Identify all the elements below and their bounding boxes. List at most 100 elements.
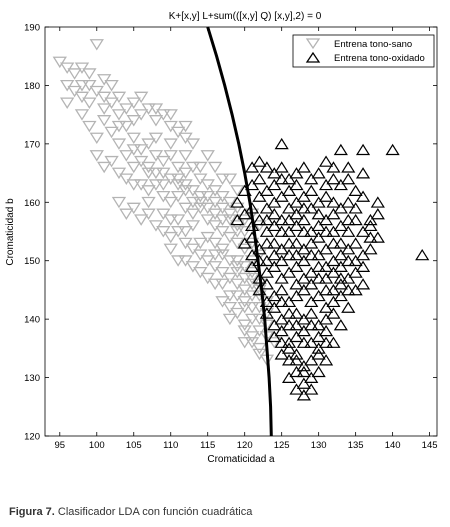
point-tono-oxidado bbox=[304, 354, 319, 366]
point-tono-sano bbox=[237, 261, 252, 273]
point-tono-sano bbox=[119, 103, 134, 115]
point-tono-sano bbox=[148, 179, 164, 191]
point-tono-sano bbox=[133, 144, 149, 156]
point-tono-oxidado bbox=[304, 307, 319, 319]
point-tono-sano bbox=[215, 202, 230, 215]
point-tono-sano bbox=[207, 185, 223, 197]
point-tono-sano bbox=[237, 272, 252, 285]
point-tono-oxidado bbox=[318, 155, 334, 167]
y-tick-label: 180 bbox=[24, 81, 40, 92]
point-tono-sano bbox=[267, 337, 282, 349]
point-tono-sano bbox=[82, 120, 97, 133]
point-tono-oxidado bbox=[289, 167, 304, 179]
point-tono-oxidado bbox=[304, 319, 319, 331]
y-tick-label: 150 bbox=[24, 256, 40, 267]
point-tono-sano bbox=[185, 220, 201, 232]
point-tono-sano bbox=[215, 173, 230, 185]
legend-marker-triangle-up bbox=[305, 51, 321, 63]
point-tono-sano bbox=[237, 337, 252, 349]
point-tono-sano bbox=[111, 91, 127, 104]
point-tono-sano bbox=[237, 319, 252, 332]
point-tono-sano bbox=[156, 208, 171, 220]
point-tono-oxidado bbox=[341, 213, 356, 226]
point-tono-oxidado bbox=[311, 167, 326, 179]
point-tono-oxidado bbox=[296, 324, 311, 337]
point-tono-oxidado bbox=[355, 260, 371, 272]
point-tono-sano bbox=[170, 190, 186, 203]
point-tono-oxidado bbox=[289, 383, 304, 395]
point-tono-sano bbox=[111, 109, 127, 121]
point-tono-sano bbox=[230, 185, 245, 197]
point-tono-oxidado bbox=[289, 319, 304, 331]
point-tono-oxidado bbox=[259, 161, 274, 173]
point-tono-oxidado bbox=[348, 237, 363, 249]
point-tono-sano bbox=[200, 214, 215, 226]
point-tono-oxidado bbox=[326, 161, 341, 173]
point-tono-oxidado bbox=[245, 248, 260, 261]
point-tono-sano bbox=[244, 266, 260, 279]
point-tono-oxidado bbox=[311, 342, 326, 354]
point-tono-sano bbox=[67, 68, 82, 80]
point-tono-sano bbox=[163, 214, 178, 226]
point-tono-sano bbox=[185, 185, 201, 197]
point-tono-oxidado bbox=[289, 289, 304, 302]
point-tono-oxidado bbox=[341, 272, 356, 284]
point-tono-oxidado bbox=[348, 213, 363, 226]
point-tono-sano bbox=[193, 190, 208, 203]
point-tono-sano bbox=[89, 150, 104, 162]
point-tono-sano bbox=[156, 226, 171, 238]
point-tono-oxidado bbox=[296, 272, 311, 284]
point-tono-oxidado bbox=[267, 219, 282, 232]
point-tono-oxidado bbox=[296, 254, 311, 267]
point-tono-oxidado bbox=[355, 143, 371, 156]
point-tono-sano bbox=[104, 97, 119, 109]
point-tono-oxidado bbox=[274, 348, 289, 360]
point-tono-oxidado bbox=[289, 330, 304, 343]
point-tono-oxidado bbox=[304, 278, 319, 290]
point-tono-sano bbox=[148, 167, 164, 180]
point-tono-oxidado bbox=[326, 336, 341, 348]
point-tono-oxidado bbox=[363, 243, 378, 255]
point-tono-sano bbox=[82, 97, 97, 109]
point-tono-oxidado bbox=[341, 225, 356, 237]
point-tono-oxidado bbox=[348, 254, 363, 267]
point-tono-oxidado bbox=[341, 243, 356, 255]
point-tono-oxidado bbox=[237, 237, 252, 249]
point-tono-oxidado bbox=[311, 365, 326, 378]
point-tono-oxidado bbox=[341, 196, 356, 208]
point-tono-sano bbox=[60, 97, 75, 109]
point-tono-oxidado bbox=[348, 266, 363, 278]
point-tono-oxidado bbox=[296, 389, 311, 401]
x-tick-label: 145 bbox=[422, 440, 438, 451]
point-tono-sano bbox=[148, 150, 164, 162]
point-tono-oxidado bbox=[259, 202, 274, 214]
point-tono-oxidado bbox=[326, 283, 341, 296]
point-tono-oxidado bbox=[370, 208, 385, 220]
point-tono-oxidado bbox=[326, 208, 341, 220]
point-tono-oxidado bbox=[304, 248, 319, 261]
point-tono-oxidado bbox=[326, 225, 341, 237]
point-tono-oxidado bbox=[289, 348, 304, 360]
x-tick-label: 125 bbox=[274, 440, 290, 451]
point-tono-sano bbox=[215, 226, 230, 238]
point-tono-sano bbox=[237, 325, 252, 337]
point-tono-sano bbox=[141, 138, 156, 150]
point-tono-oxidado bbox=[311, 272, 326, 284]
point-tono-oxidado bbox=[289, 196, 304, 208]
point-tono-oxidado bbox=[274, 213, 289, 226]
point-tono-oxidado bbox=[311, 196, 326, 208]
point-tono-sano bbox=[74, 62, 90, 74]
point-tono-sano bbox=[237, 302, 252, 314]
point-tono-oxidado bbox=[341, 283, 356, 296]
y-axis-ticks: 120 130 140 150 160 170 180 190 bbox=[24, 23, 437, 443]
point-tono-sano bbox=[193, 196, 208, 209]
point-tono-oxidado bbox=[341, 161, 356, 173]
point-tono-oxidado bbox=[245, 178, 260, 191]
point-tono-oxidado bbox=[311, 319, 326, 331]
point-tono-oxidado bbox=[267, 167, 282, 179]
point-tono-oxidado bbox=[237, 208, 252, 220]
point-tono-sano bbox=[163, 173, 178, 185]
point-tono-oxidado bbox=[385, 143, 400, 156]
point-tono-sano bbox=[104, 155, 119, 168]
point-tono-sano bbox=[141, 103, 156, 115]
